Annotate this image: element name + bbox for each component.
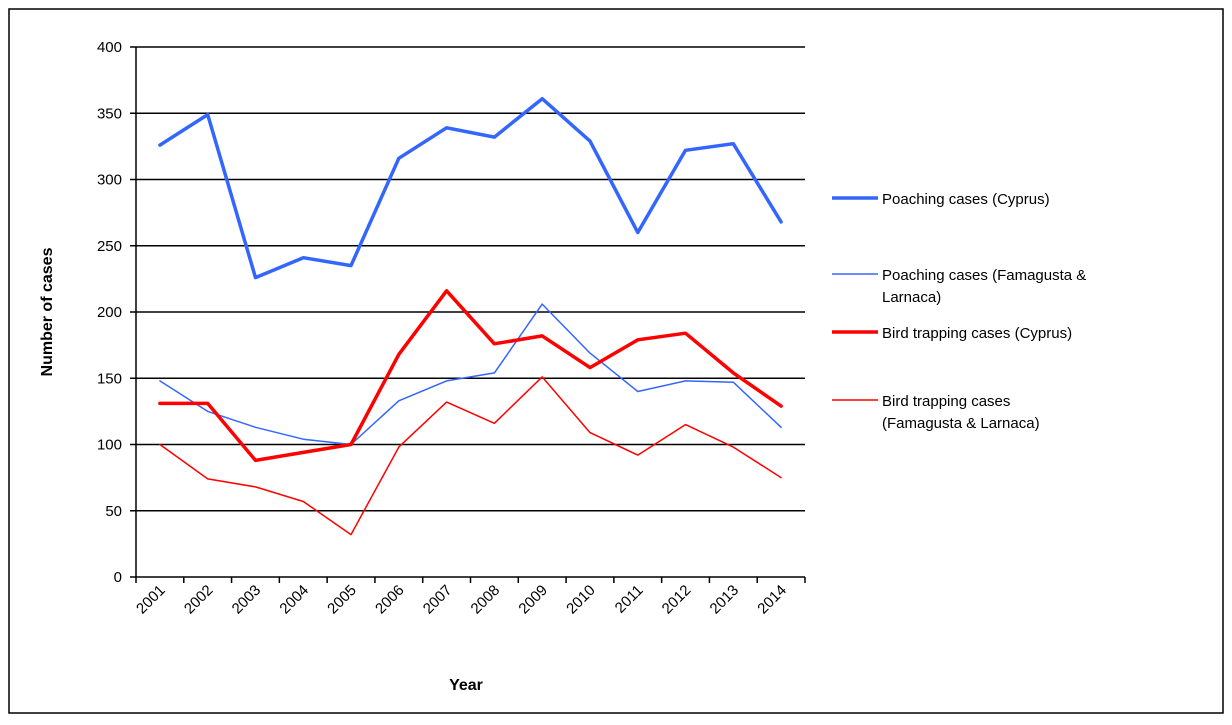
series-line-4: [159, 376, 782, 536]
legend-label-2: Larnaca): [882, 289, 941, 306]
legend: Poaching cases (Cyprus) Poaching cases (F…: [832, 191, 1086, 432]
y-tick-label: 100: [97, 437, 122, 454]
y-tick-label: 350: [97, 105, 122, 122]
legend-label-2: Poaching cases (Famagusta &: [882, 267, 1086, 284]
y-tick-label: 0: [114, 569, 122, 586]
y-axis-title: Number of cases: [39, 247, 56, 376]
y-tick-label: 50: [105, 503, 122, 520]
y-tick-label: 200: [97, 304, 122, 321]
x-axis-title: Year: [449, 677, 483, 694]
y-tick-label: 400: [97, 39, 122, 56]
legend-label-1: Poaching cases (Cyprus): [882, 191, 1050, 208]
legend-label-4: Bird trapping cases: [882, 393, 1010, 410]
series-line-2: [159, 303, 782, 446]
series-line-1: [158, 96, 783, 280]
y-tick-label: 250: [97, 238, 122, 255]
series-line-3: [158, 289, 783, 463]
y-tick-label: 150: [97, 370, 122, 387]
y-tick-label: 300: [97, 172, 122, 189]
series-lines: [158, 96, 783, 536]
legend-label-3: Bird trapping cases (Cyprus): [882, 325, 1072, 342]
legend-label-4: (Famagusta & Larnaca): [882, 415, 1040, 432]
